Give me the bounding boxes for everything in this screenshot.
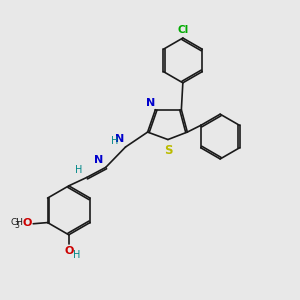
Text: O: O bbox=[64, 246, 74, 256]
Text: CH: CH bbox=[11, 218, 24, 227]
Text: H: H bbox=[74, 165, 82, 175]
Text: S: S bbox=[164, 144, 173, 157]
Text: N: N bbox=[94, 155, 103, 165]
Text: H: H bbox=[111, 136, 118, 146]
Text: H: H bbox=[73, 250, 80, 260]
Text: 3: 3 bbox=[14, 221, 19, 230]
Text: O: O bbox=[23, 218, 32, 228]
Text: N: N bbox=[146, 98, 155, 108]
Text: N: N bbox=[115, 134, 124, 144]
Text: Cl: Cl bbox=[177, 25, 188, 35]
